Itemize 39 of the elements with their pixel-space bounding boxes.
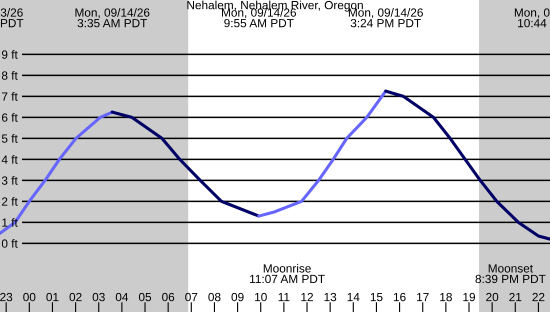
annotation: Mon, 09/14/26 3:35 AM PDT [75,8,150,28]
x-tick-label: 13 [324,292,336,302]
y-tick-label: 4 ft [2,155,18,164]
x-tick-label: 08 [208,292,220,302]
y-tick-label: 5 ft [2,134,18,143]
x-tick-label: 17 [417,292,429,302]
x-tick-label: 02 [69,292,82,302]
x-tick-label: 07 [185,292,198,302]
x-tick-label: 03 [92,292,105,302]
y-tick-label: 8 ft [2,71,18,80]
annotation: Mon, 0 10:44 [514,8,550,28]
y-tick-label: 3 ft [2,176,18,185]
y-tick-label: 0 ft [2,239,18,248]
y-tick-label: 1 ft [2,218,18,227]
x-tick-label: 00 [23,292,36,302]
x-tick-label: 18 [440,292,452,302]
x-tick-label: 06 [162,292,174,302]
y-tick-label: 7 ft [2,92,18,101]
x-tick-label: 20 [486,292,498,302]
y-tick-label: 6 ft [2,113,18,122]
x-tick-label: 23 [0,292,12,302]
y-tick-label: 2 ft [2,197,18,206]
x-tick-label: 09 [231,292,244,302]
x-tick-label: 16 [394,292,406,302]
x-tick-label: 11 [278,292,290,302]
x-tick-label: 15 [370,292,383,302]
annotation: 3/26 PDT [0,8,24,28]
y-tick-label: 9 ft [2,50,18,59]
x-tick-label: 10 [255,292,267,302]
x-tick-label: 04 [116,292,128,302]
x-tick-label: 19 [463,292,476,302]
annotation: Moonset 8:39 PM PDT [475,264,546,284]
annotation: Moonrise 11:07 AM PDT [250,264,325,284]
x-tick-label: 22 [532,292,544,302]
x-tick-label: 05 [138,292,152,302]
x-tick-label: 14 [348,292,360,302]
x-tick-label: 12 [301,292,313,302]
x-tick-label: 21 [509,292,522,302]
x-tick-label: 01 [46,292,58,302]
